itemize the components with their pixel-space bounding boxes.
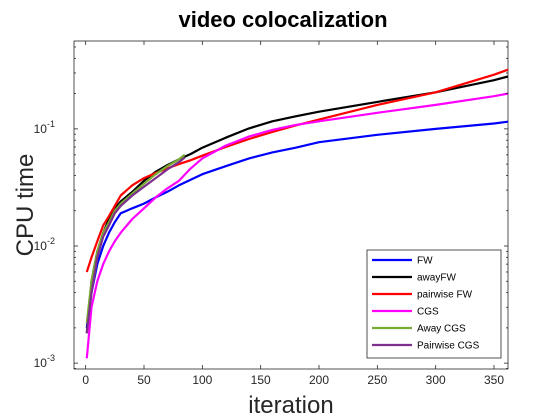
chart-title: video colocalization [178, 7, 387, 32]
x-tick-label: 50 [137, 373, 151, 387]
y-tick-label: 10-1 [34, 119, 55, 136]
legend-box [366, 249, 502, 359]
legend-label-1: awayFW [417, 273, 456, 284]
legend-label-3: CGS [417, 307, 439, 318]
legend: FW awayFW pairwise FW CGS Away CGS Pairwise C… [366, 249, 502, 359]
series-line-2 [85, 68, 508, 273]
y-axis-label: CPU time [12, 154, 39, 257]
y-tick-label: 10-2 [34, 236, 55, 253]
x-tick-label: 100 [192, 373, 212, 387]
series-line-4 [85, 153, 186, 324]
x-tick-label: 250 [367, 373, 387, 387]
series-layer [85, 68, 508, 359]
y-tick-label: 10-3 [34, 353, 55, 370]
legend-label-0: FW [417, 256, 433, 267]
x-tick-label: 150 [251, 373, 271, 387]
x-tick-label: 200 [309, 373, 329, 387]
x-axis-label: iteration [248, 392, 333, 419]
x-tick-label: 0 [82, 373, 89, 387]
series-line-5 [85, 156, 186, 334]
series-line-0 [85, 120, 508, 329]
tick-layer: 0 50 100 150 200 250 300 350 10-3 10-2 10-1 [34, 41, 508, 387]
legend-label-2: pairwise FW [417, 290, 473, 301]
series-line-3 [85, 92, 508, 359]
legend-label-5: Pairwise CGS [417, 341, 480, 352]
x-tick-label: 300 [426, 373, 446, 387]
legend-label-4: Away CGS [417, 324, 466, 335]
x-tick-label: 350 [484, 373, 504, 387]
